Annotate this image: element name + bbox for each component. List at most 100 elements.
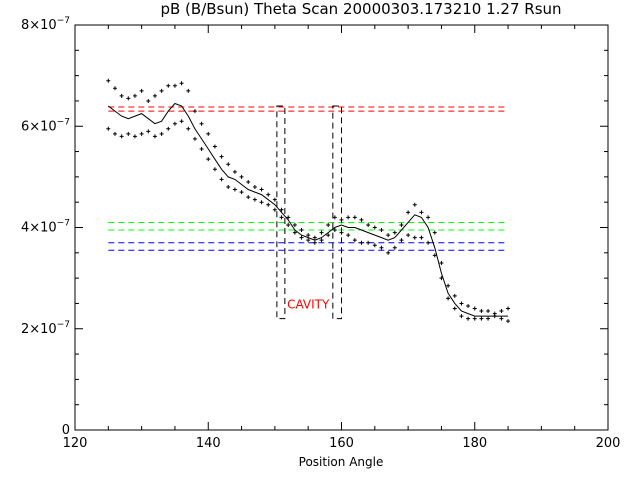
data-point (339, 217, 344, 222)
data-point (346, 233, 351, 238)
data-point (139, 131, 144, 136)
y-tick-label: 6×10−7 (21, 117, 70, 134)
data-point (126, 96, 131, 101)
data-point (199, 121, 204, 126)
data-point (286, 222, 291, 227)
data-point (452, 293, 457, 298)
data-point (206, 157, 211, 162)
data-point (432, 253, 437, 258)
data-point (472, 306, 477, 311)
data-point (232, 187, 237, 192)
data-point (126, 131, 131, 136)
data-point (146, 98, 151, 103)
data-point (412, 202, 417, 207)
data-point (112, 86, 117, 91)
data-point (272, 197, 277, 202)
data-point (119, 134, 124, 139)
data-point (352, 215, 357, 220)
data-point (372, 243, 377, 248)
data-point (166, 126, 171, 131)
data-point (246, 195, 251, 200)
data-point (152, 134, 157, 139)
data-point (506, 306, 511, 311)
data-point (479, 316, 484, 321)
data-point (392, 245, 397, 250)
cavity-regions (276, 105, 342, 320)
data-point (179, 81, 184, 86)
data-point (346, 215, 351, 220)
data-point (186, 88, 191, 93)
data-point (226, 162, 231, 167)
data-point (386, 250, 391, 255)
data-point (419, 235, 424, 240)
y-tick-label: 4×10−7 (21, 219, 70, 236)
data-point (406, 210, 411, 215)
data-point (219, 177, 224, 182)
data-point (239, 174, 244, 179)
x-axis-label: Position Angle (299, 455, 384, 469)
data-point (159, 88, 164, 93)
data-point (179, 119, 184, 124)
data-point (106, 78, 111, 83)
data-point (106, 126, 111, 131)
data-point (319, 230, 324, 235)
data-point (206, 131, 211, 136)
data-point (192, 109, 197, 114)
data-point (152, 93, 157, 98)
x-tick-label: 200 (596, 436, 621, 451)
data-point (459, 314, 464, 319)
data-point (219, 154, 224, 159)
data-point (466, 303, 471, 308)
data-point (479, 309, 484, 314)
data-point (286, 215, 291, 220)
data-point (426, 240, 431, 245)
data-point (399, 222, 404, 227)
data-point (199, 147, 204, 152)
data-point (239, 190, 244, 195)
data-point (466, 316, 471, 321)
data-point (279, 215, 284, 220)
data-point (499, 309, 504, 314)
data-point (172, 121, 177, 126)
data-point (439, 260, 444, 265)
data-point (472, 316, 477, 321)
data-point (452, 306, 457, 311)
data-point (379, 245, 384, 250)
data-point (119, 93, 124, 98)
data-point (319, 238, 324, 243)
x-tick-label: 160 (329, 436, 354, 451)
data-point (486, 309, 491, 314)
cavity-box-2 (332, 105, 342, 320)
series-3-line (107, 102, 509, 317)
data-point (386, 233, 391, 238)
data-point (246, 179, 251, 184)
cavity-box-1 (276, 105, 286, 320)
annotations: CAVITY (287, 298, 330, 312)
data-point (292, 230, 297, 235)
data-point (372, 225, 377, 230)
data-point (266, 192, 271, 197)
data-point (132, 93, 137, 98)
data-point (459, 301, 464, 306)
data-point (326, 222, 331, 227)
chart-title: pB (B/Bsun) Theta Scan 20000303.173210 1… (160, 0, 561, 18)
data-point (352, 238, 357, 243)
data-point (272, 207, 277, 212)
series-2-points (106, 119, 511, 324)
data-point (332, 228, 337, 233)
x-tick-label: 120 (63, 436, 88, 451)
data-point (486, 316, 491, 321)
data-point (226, 185, 231, 189)
data-point (426, 215, 431, 220)
y-tick-label: 2×10−7 (21, 320, 70, 337)
data-point (446, 296, 451, 301)
data-point (306, 233, 311, 238)
data-point (212, 144, 217, 149)
data-point (506, 319, 511, 324)
data-point (192, 136, 197, 141)
data-point (419, 210, 424, 215)
data-point (112, 131, 117, 136)
data-point (279, 207, 284, 212)
data-point (146, 129, 151, 134)
